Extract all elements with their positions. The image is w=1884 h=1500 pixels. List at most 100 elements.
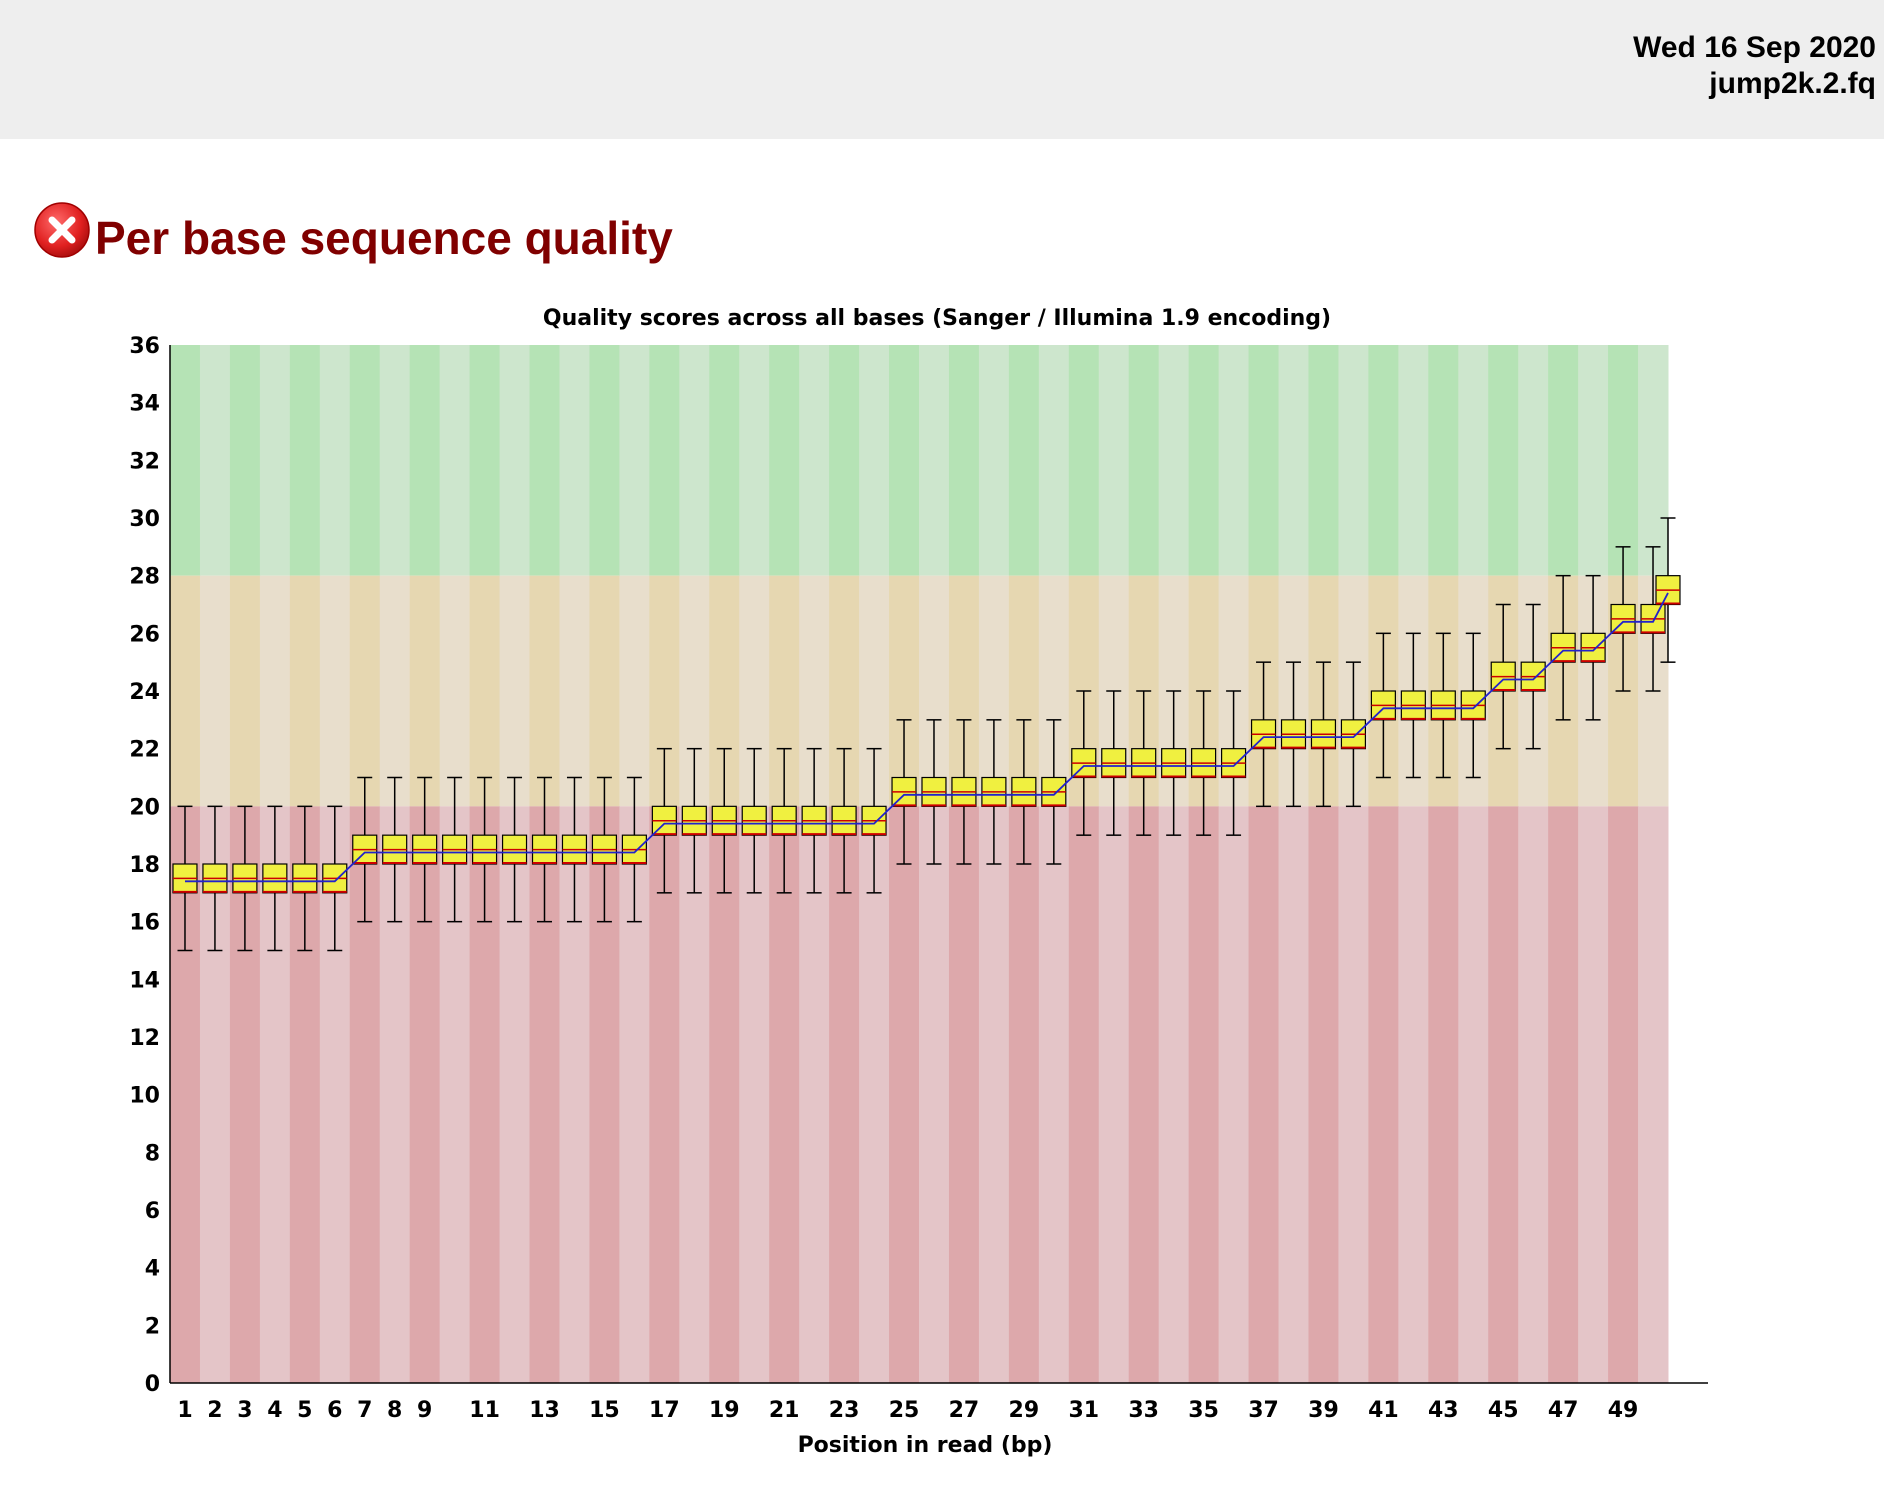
- zone-good-stripe: [559, 345, 590, 576]
- report-info: Wed 16 Sep 2020 jump2k.2.fq: [1633, 30, 1876, 102]
- y-tick-label: 8: [145, 1141, 160, 1166]
- y-tick-label: 30: [129, 507, 160, 532]
- x-tick-label: 5: [297, 1398, 312, 1423]
- x-tick-label: 9: [417, 1398, 432, 1423]
- y-tick-label: 16: [129, 911, 160, 936]
- box-position-46: [1520, 603, 1546, 750]
- zone-warning-stripe: [289, 575, 321, 807]
- x-tick-label: 3: [237, 1398, 252, 1423]
- zone-good-stripe: [199, 345, 231, 576]
- y-tick-label: 12: [129, 1026, 160, 1051]
- x-tick-label: 41: [1368, 1398, 1399, 1423]
- x-tick-label: 17: [649, 1398, 680, 1423]
- zone-good-stripe: [1128, 345, 1160, 576]
- zone-poor-stripe: [1158, 806, 1190, 1383]
- box-position-35: [1191, 690, 1217, 836]
- box-position-32: [1101, 690, 1127, 836]
- zone-poor-stripe: [1458, 806, 1489, 1383]
- zone-poor-stripe: [1518, 806, 1549, 1383]
- zone-poor-stripe: [829, 806, 860, 1383]
- zone-poor-stripe: [1248, 806, 1280, 1383]
- zone-good-stripe: [919, 345, 950, 576]
- zone-warning-stripe: [199, 575, 231, 807]
- mean-line-series: [184, 592, 1669, 883]
- x-tick-label: 7: [357, 1398, 372, 1423]
- zone-good-stripe: [1608, 345, 1639, 576]
- box-position-30: [1041, 719, 1067, 865]
- zone-poor-stripe: [1278, 806, 1309, 1383]
- mean-line: [184, 592, 1669, 883]
- box-position-41: [1370, 632, 1396, 779]
- quality-zones: [170, 345, 1669, 1383]
- box-position-18: [681, 747, 707, 894]
- zone-good-stripe: [529, 345, 560, 576]
- zone-good-stripe: [1578, 345, 1609, 576]
- box-position-45: [1490, 603, 1516, 750]
- zone-poor-stripe: [1368, 806, 1399, 1383]
- x-tick-label: 6: [327, 1398, 342, 1423]
- zone-poor-stripe: [1218, 806, 1250, 1383]
- zone-poor-stripe: [709, 806, 740, 1383]
- box-position-11: [471, 776, 498, 923]
- zone-good-stripe: [649, 345, 680, 576]
- zone-poor-stripe: [1008, 806, 1040, 1383]
- box-position-24: [861, 747, 887, 894]
- x-tick-label: 31: [1068, 1398, 1099, 1423]
- box-position-36: [1220, 690, 1247, 836]
- zone-good-stripe: [379, 345, 411, 576]
- y-tick-label: 36: [129, 334, 160, 359]
- module-title: Per base sequence quality: [95, 212, 673, 264]
- x-tick-label: 19: [709, 1398, 740, 1423]
- y-tick-label: 6: [145, 1199, 160, 1224]
- box-position-40: [1340, 661, 1367, 808]
- zone-poor-stripe: [1428, 806, 1459, 1383]
- box-position-27: [951, 719, 977, 865]
- x-tick-label: 2: [207, 1398, 222, 1423]
- box-position-44: [1460, 632, 1486, 779]
- zone-good-stripe: [1158, 345, 1190, 576]
- y-tick-label: 22: [129, 738, 160, 763]
- zone-poor-stripe: [769, 806, 800, 1383]
- x-tick-label: 8: [387, 1398, 402, 1423]
- box-position-5: [292, 805, 318, 952]
- box-position-17: [651, 747, 677, 894]
- y-tick-label: 20: [129, 795, 160, 820]
- zone-warning-stripe: [439, 575, 471, 807]
- x-tick-label: 35: [1188, 1398, 1219, 1423]
- zone-poor-stripe: [948, 806, 980, 1383]
- zone-poor-stripe: [1548, 806, 1579, 1383]
- zone-good-stripe: [589, 345, 620, 576]
- zone-poor-stripe: [919, 806, 950, 1383]
- zone-good-stripe: [799, 345, 830, 576]
- y-tick-label: 10: [129, 1084, 160, 1109]
- zone-warning-stripe: [349, 575, 381, 807]
- zone-poor-stripe: [739, 806, 770, 1383]
- box-position-15: [591, 776, 618, 923]
- x-tick-label: 15: [589, 1398, 620, 1423]
- zone-good-stripe: [1308, 345, 1339, 576]
- box-position-20: [741, 747, 767, 894]
- report-header: Wed 16 Sep 2020 jump2k.2.fq: [0, 0, 1884, 139]
- y-tick-label: 0: [145, 1372, 160, 1397]
- box-position-38: [1280, 661, 1307, 808]
- zone-poor-stripe: [1068, 806, 1100, 1383]
- x-tick-label: 21: [769, 1398, 800, 1423]
- zone-warning-stripe: [499, 575, 531, 807]
- zone-good-stripe: [948, 345, 980, 576]
- zone-warning-stripe: [259, 575, 291, 807]
- box-position-4: [262, 805, 288, 952]
- y-tick-label: 34: [129, 392, 160, 417]
- zone-good-stripe: [319, 345, 351, 576]
- x-tick-label: 47: [1548, 1398, 1579, 1423]
- box-series: [172, 517, 1681, 952]
- report-filename: jump2k.2.fq: [1709, 67, 1876, 100]
- box-position-39: [1310, 661, 1337, 808]
- report-date: Wed 16 Sep 2020: [1633, 31, 1876, 64]
- zone-poor-stripe: [1638, 806, 1669, 1383]
- zone-poor-stripe: [649, 806, 680, 1383]
- zone-good-stripe: [619, 345, 650, 576]
- box-position-37: [1250, 661, 1277, 808]
- x-tick-label: 1: [177, 1398, 192, 1423]
- box-position-28: [981, 719, 1007, 865]
- zone-poor-stripe: [799, 806, 830, 1383]
